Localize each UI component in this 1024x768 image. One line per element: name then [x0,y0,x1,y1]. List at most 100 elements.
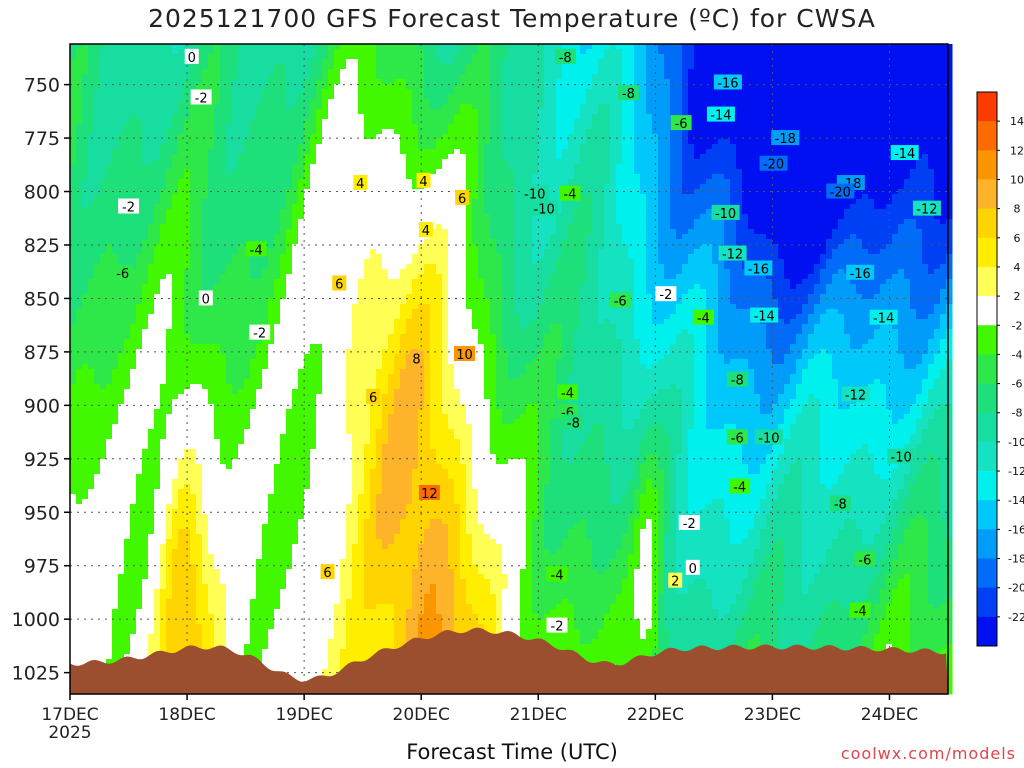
contour-label: -6 [858,553,871,568]
contour-labels: 0-2-2-60-4-2466684461012-8-8-6-10-10-4-1… [112,48,941,635]
contour-label: 8 [412,352,420,367]
colorbar-label: -14 [1008,494,1024,507]
contour-label: -4 [733,481,746,496]
x-tick-label: 17DEC [41,705,98,725]
y-tick-label: 825 [24,235,60,257]
colorbar-label: -4 [1012,348,1023,361]
contour-label: -6 [675,117,688,132]
contour-label: -14 [754,310,775,325]
colorbar-label: 4 [1014,261,1021,274]
contour-label: -6 [731,431,744,446]
chart-title: 2025121700 GFS Forecast Temperature (ºC)… [148,4,876,33]
contour-label: -2 [253,327,266,342]
contour-label: 12 [421,487,438,502]
plot-frame [69,43,949,695]
contour-label: -16 [850,267,871,282]
colorbar-label: 12 [1010,144,1024,157]
colorbar-bin [977,383,997,414]
y-tick-label: 900 [24,395,60,417]
colorbar-bin [977,179,997,209]
contour-label: 4 [422,224,430,239]
y-tick-label: 850 [24,288,60,310]
contour-label: -14 [894,147,915,162]
contour-label: 4 [419,175,427,190]
colorbar-bin [977,441,997,472]
colorbar: 14 12 10 8 6 4 2 -2 -4 -6 -8 -10 -12 -14 -16 -18 -20 -22 [976,91,1024,647]
colorbar-label: -10 [1008,436,1024,449]
contour-label: 0 [188,51,196,66]
contour-label: -20 [763,158,784,173]
colorbar-label: -16 [1008,523,1024,536]
y-tick-label: 1000 [12,609,60,631]
y-tick-label: 775 [24,128,60,150]
y-tick-label: 875 [24,342,60,364]
x-year-label: 2025 [48,723,91,743]
terrain [70,627,948,694]
contour-label: -8 [567,416,580,431]
contour-label: -8 [622,87,635,102]
contour-label: -18 [775,132,796,147]
colorbar-bin [977,296,997,326]
colorbar-label: 2 [1014,290,1021,303]
contour-label: -2 [195,91,208,106]
colorbar-bin [977,237,997,268]
contour-label: -10 [758,431,779,446]
contour-label: -12 [845,389,866,404]
colorbar-bin [977,208,997,239]
x-tick-label: 22DEC [627,705,684,725]
colorbar-bin [977,412,997,443]
colorbar-bin [977,587,997,618]
colorbar-label: -2 [1012,319,1023,332]
contour-label: -6 [614,295,627,310]
colorbar-label: 10 [1010,173,1024,186]
y-axis: 750 775 800 825 850 875 900 925 950 975 1000 1025 [12,75,70,685]
contour-label: -8 [731,374,744,389]
x-axis-title: Forecast Time (UTC) [406,740,618,764]
colorbar-label: -20 [1008,582,1024,595]
contour-label: -8 [559,51,572,66]
y-tick-label: 750 [24,75,60,97]
contour-label: -8 [834,498,847,513]
y-tick-label: 1025 [12,663,60,685]
contour-label: 0 [689,562,697,577]
colorbar-bin [977,121,997,151]
colorbar-label: -6 [1012,378,1023,391]
contour-label: -12 [722,248,743,263]
colorbar-bin [977,471,997,501]
colorbar-label: 14 [1010,115,1024,128]
contour-label: -10 [891,451,912,466]
y-tick-label: 975 [24,556,60,578]
contour-label: -6 [116,267,129,282]
colorbar-bin [977,500,997,530]
contour-label: -4 [697,312,710,327]
contour-label: 2 [671,575,679,590]
contour-label: -2 [122,201,135,216]
contour-label: 6 [335,277,343,292]
contour-label: -4 [563,188,576,203]
contour-label: -14 [873,312,894,327]
x-tick-label: 19DEC [275,705,332,725]
contour-label: -4 [854,605,867,620]
x-tick-label: 18DEC [158,705,215,725]
colorbar-label: 8 [1014,203,1021,216]
contour-label: 6 [369,391,377,406]
contour-label: 0 [202,292,210,307]
colorbar-bin [977,92,997,122]
contour-label: -14 [710,109,731,124]
contour-label: 6 [458,192,466,207]
colorbar-bin [977,150,997,180]
x-tick-label: 21DEC [510,705,567,725]
colorbar-label: 6 [1014,232,1021,245]
colorbar-label: -12 [1008,465,1024,478]
x-tick-label: 24DEC [861,705,918,725]
colorbar-label: -18 [1008,553,1024,566]
temperature-field [70,44,953,695]
colorbar-bin [977,354,997,384]
colorbar-bin [977,529,997,559]
colorbar-bin [977,325,997,355]
contour-label: -10 [524,188,545,203]
contour-label: -4 [551,568,564,583]
contour-label: -2 [683,517,696,532]
credit-link[interactable]: coolwx.com/models [840,744,1016,763]
